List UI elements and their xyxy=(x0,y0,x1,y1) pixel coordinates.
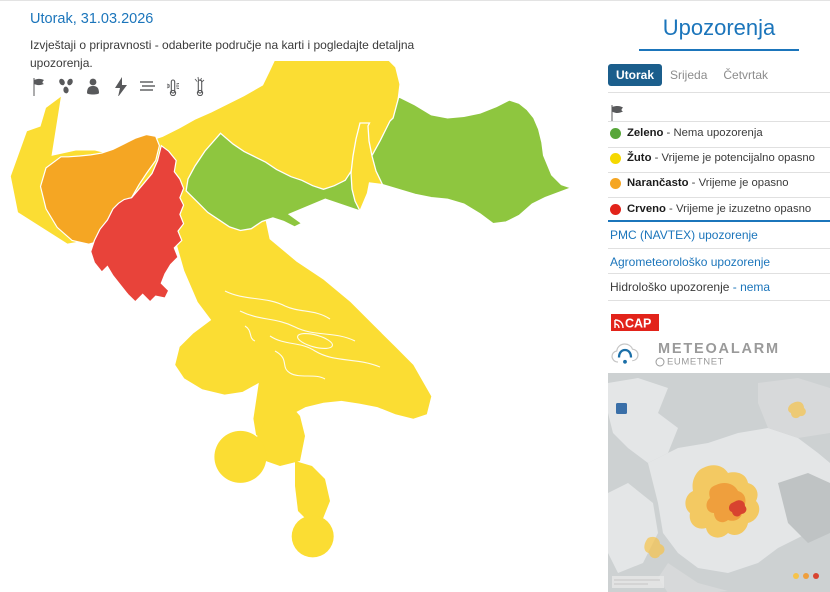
svg-text:METEOALARM: METEOALARM xyxy=(658,341,780,357)
svg-text:CAP: CAP xyxy=(625,317,651,331)
svg-text:EUMETNET: EUMETNET xyxy=(667,357,724,368)
